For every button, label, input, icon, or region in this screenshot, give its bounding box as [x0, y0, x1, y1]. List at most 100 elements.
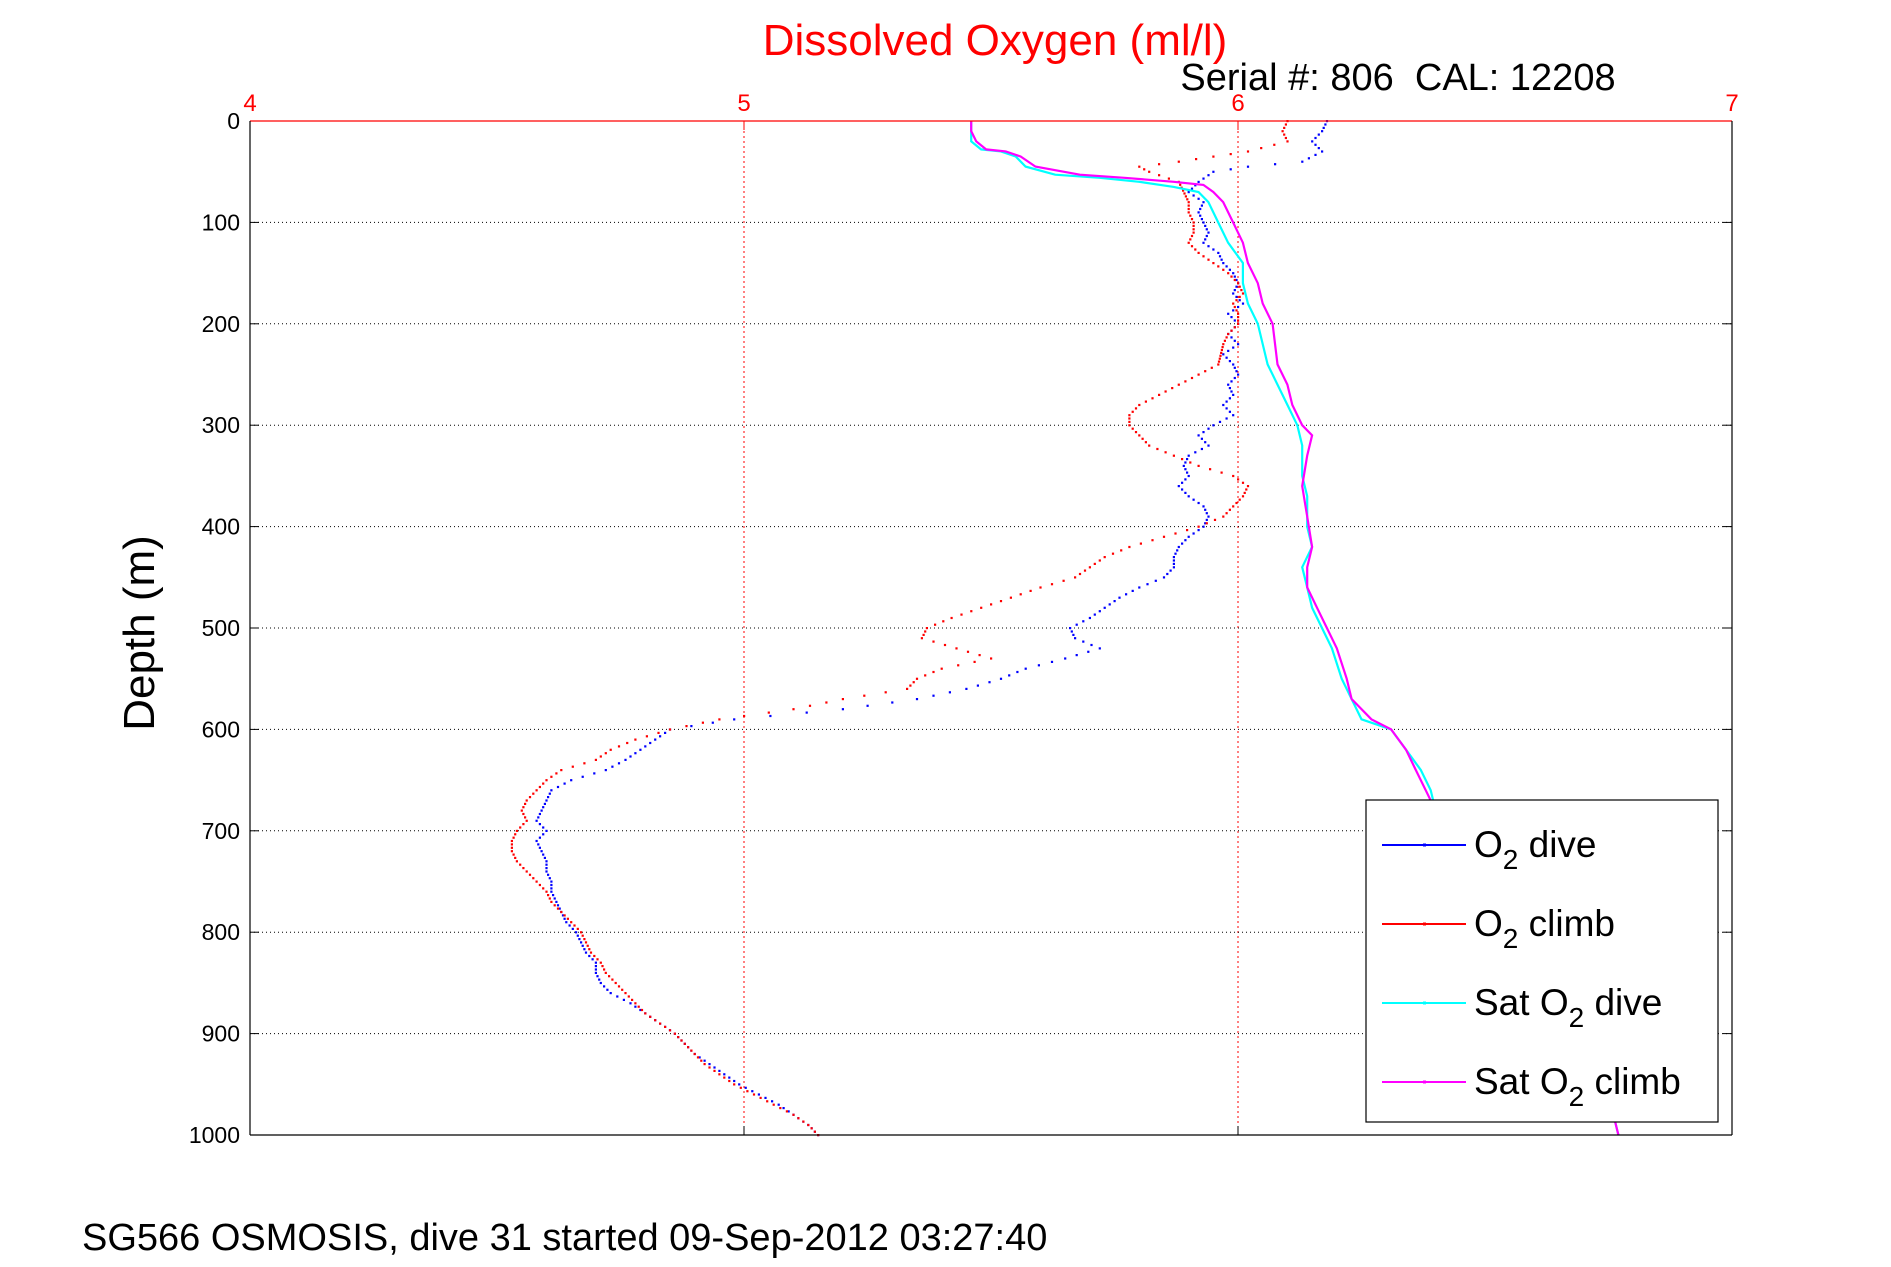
data-point — [1148, 444, 1151, 447]
data-point — [1024, 667, 1027, 670]
data-point — [594, 758, 597, 761]
data-point — [616, 995, 619, 998]
data-point — [1202, 201, 1205, 204]
data-point — [1218, 420, 1222, 423]
data-point — [1233, 275, 1236, 278]
data-point — [1183, 192, 1186, 195]
data-point — [553, 897, 556, 900]
data-point — [1230, 380, 1233, 383]
data-point — [552, 894, 555, 897]
data-point — [617, 985, 621, 988]
data-point — [1233, 305, 1236, 309]
data-point — [891, 701, 894, 704]
data-point — [654, 1019, 657, 1022]
data-point — [1283, 133, 1286, 136]
data-point — [1184, 468, 1187, 471]
data-point — [548, 897, 551, 900]
data-point — [1187, 454, 1190, 457]
data-point — [1245, 488, 1248, 491]
data-point — [1172, 562, 1175, 565]
data-point — [1131, 589, 1134, 592]
data-point — [1131, 410, 1134, 413]
data-point — [1235, 309, 1238, 312]
data-point — [1233, 326, 1236, 329]
data-point — [767, 711, 770, 714]
data-point — [1069, 627, 1072, 630]
data-point — [1199, 214, 1202, 217]
data-point — [1087, 650, 1090, 653]
data-point — [542, 782, 545, 785]
data-point — [759, 1096, 762, 1099]
data-point — [1228, 508, 1231, 511]
data-point — [522, 823, 525, 826]
data-point — [621, 988, 624, 991]
data-point — [586, 944, 589, 947]
data-point — [1237, 478, 1240, 481]
data-point — [1187, 204, 1190, 207]
data-point — [733, 1083, 736, 1086]
data-point — [611, 978, 614, 981]
data-point — [548, 877, 551, 880]
data-point — [556, 907, 560, 910]
data-point — [693, 1052, 696, 1056]
data-point — [1187, 495, 1190, 498]
data-point — [733, 1079, 736, 1083]
data-point — [599, 981, 602, 985]
data-point — [680, 1039, 683, 1042]
data-point — [520, 809, 523, 812]
data-point — [543, 856, 546, 859]
data-point — [764, 1096, 767, 1099]
data-point — [626, 741, 629, 745]
data-point — [1074, 637, 1077, 640]
data-point — [580, 931, 583, 934]
data-point — [599, 961, 602, 964]
data-point — [1204, 224, 1207, 227]
data-point — [978, 654, 981, 657]
data-point — [1200, 204, 1203, 207]
data-point — [1138, 165, 1141, 168]
data-point — [545, 860, 548, 863]
data-point — [510, 843, 513, 846]
legend-label: Sat O2 climb — [1474, 1061, 1681, 1112]
data-point — [556, 785, 560, 789]
data-point — [771, 1100, 774, 1103]
data-point — [654, 738, 657, 741]
data-point — [1103, 556, 1106, 559]
data-point — [1207, 231, 1210, 234]
data-point — [1233, 339, 1236, 342]
data-point — [550, 789, 553, 792]
data-point — [1232, 414, 1235, 417]
y-tick-label: 500 — [202, 615, 240, 641]
data-point — [965, 687, 968, 690]
data-point — [1233, 278, 1236, 282]
data-point — [550, 775, 553, 778]
data-point — [1227, 272, 1230, 275]
data-point — [1189, 238, 1192, 241]
data-point — [545, 863, 548, 866]
data-point — [884, 691, 887, 694]
data-point — [1246, 485, 1250, 488]
data-point — [1314, 136, 1317, 140]
data-point — [1189, 461, 1192, 464]
data-point — [537, 843, 540, 846]
data-point — [1202, 525, 1205, 528]
data-point — [1225, 265, 1228, 268]
data-point — [1227, 383, 1230, 386]
data-point — [932, 694, 935, 697]
data-point — [728, 1076, 731, 1079]
data-point — [1232, 302, 1235, 305]
data-point — [604, 752, 607, 755]
data-point — [545, 779, 548, 782]
data-point — [1158, 393, 1161, 396]
data-point — [700, 1059, 703, 1062]
data-point — [532, 877, 535, 880]
data-point — [1172, 556, 1175, 559]
data-point — [1181, 488, 1184, 491]
data-point — [1187, 474, 1190, 478]
data-point — [687, 1046, 690, 1049]
data-point — [1237, 312, 1240, 315]
data-point — [785, 1110, 788, 1113]
data-point — [624, 758, 627, 761]
data-point — [1228, 410, 1231, 413]
